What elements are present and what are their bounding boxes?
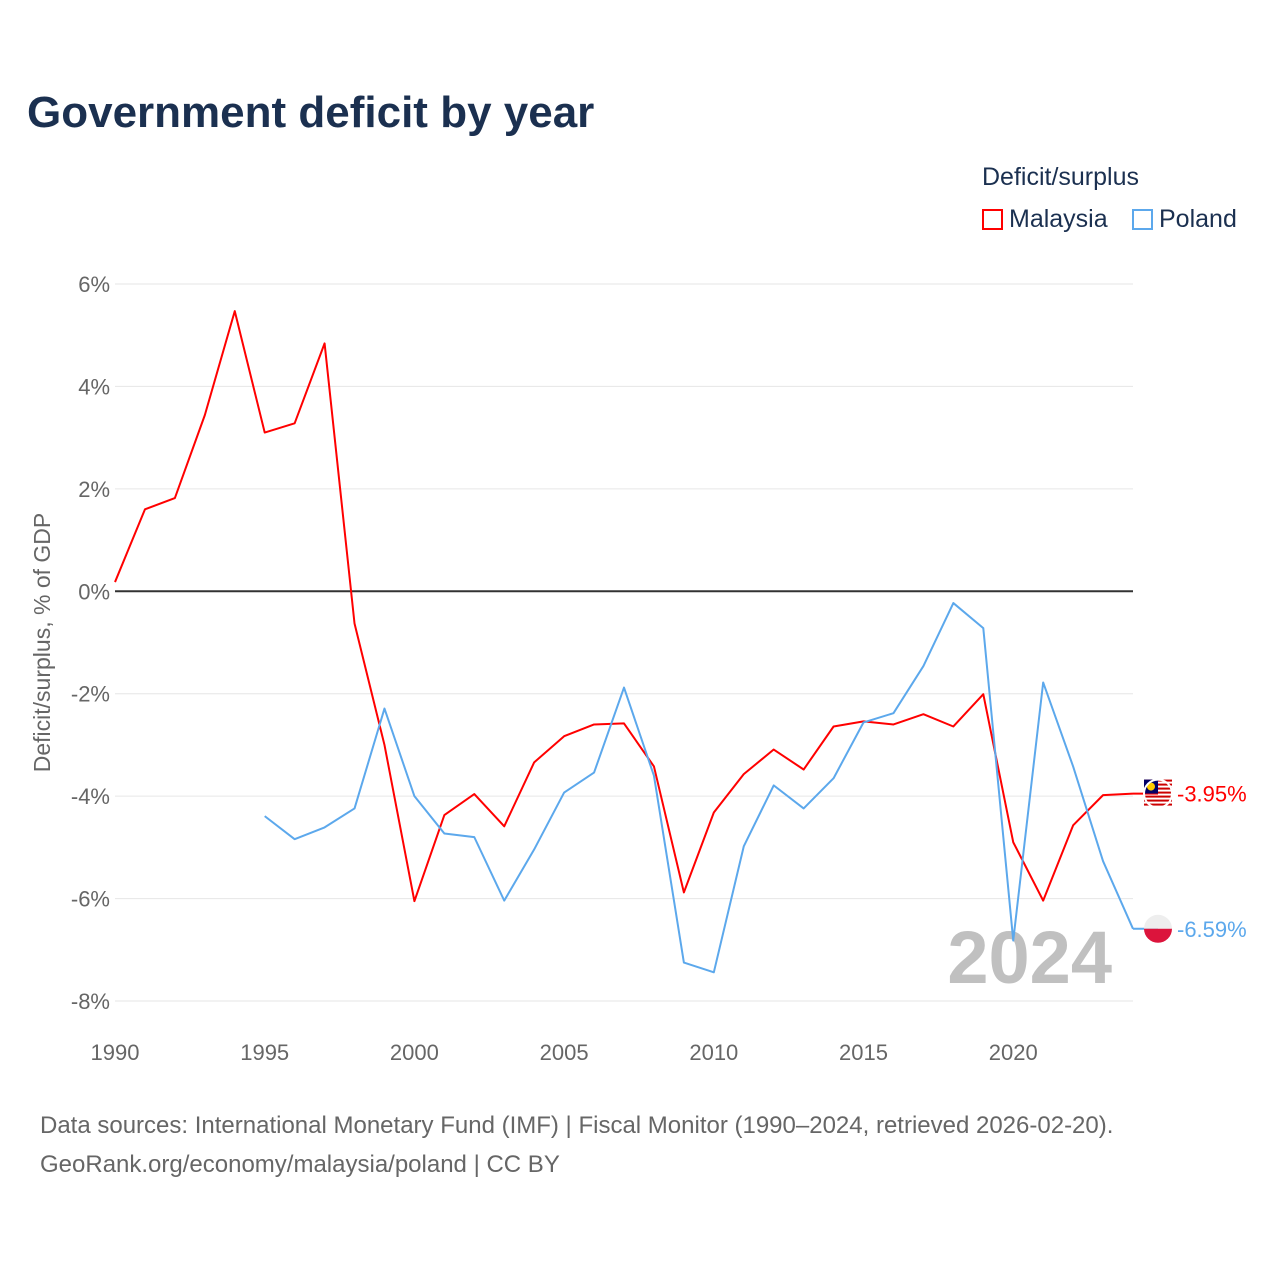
flag-white: [1144, 914, 1172, 929]
poland-flag-icon: [1144, 928, 1172, 943]
legend-swatch-malaysia: [982, 209, 1003, 230]
source-note: Data sources: International Monetary Fun…: [40, 1106, 1113, 1184]
x-tick-label: 1995: [240, 1040, 289, 1065]
year-watermark: 2024: [947, 916, 1112, 999]
y-axis-label: Deficit/surplus, % of GDP: [29, 513, 55, 772]
x-tick-label: 2000: [390, 1040, 439, 1065]
malaysia-flag-icon: [1143, 778, 1173, 809]
legend-item-malaysia[interactable]: Malaysia: [982, 205, 1108, 234]
legend-label: Malaysia: [1009, 205, 1108, 233]
source-link[interactable]: GeoRank.org/economy/malaysia/poland | CC…: [40, 1151, 560, 1178]
flag-stripe: [1144, 795, 1172, 798]
y-tick-label: -2%: [71, 682, 110, 707]
y-tick-label: 4%: [78, 374, 110, 399]
x-tick-label: 2020: [989, 1040, 1038, 1065]
y-tick-label: -4%: [71, 784, 110, 809]
flag-sun: [1147, 782, 1155, 791]
y-tick-label: 6%: [78, 272, 110, 297]
x-tick-label: 2005: [540, 1040, 589, 1065]
source-line: Data sources: International Monetary Fun…: [40, 1112, 1114, 1139]
x-tick-label: 2010: [689, 1040, 738, 1065]
legend-label: Poland: [1159, 205, 1237, 233]
y-tick-label: -6%: [71, 887, 110, 912]
series-line-malaysia: [114, 310, 1134, 903]
flag-stripe: [1144, 799, 1172, 802]
legend-swatch-poland: [1132, 209, 1153, 230]
end-value-label-poland: -6.59%: [1177, 917, 1247, 942]
flag-stripe: [1144, 803, 1172, 806]
series-line-poland: [264, 602, 1134, 974]
y-tick-label: 2%: [78, 477, 110, 502]
x-tick-label: 1990: [91, 1040, 140, 1065]
end-value-label-malaysia: -3.95%: [1177, 782, 1247, 807]
chart-title: Government deficit by year: [27, 88, 595, 137]
legend-title: Deficit/surplus: [982, 163, 1139, 191]
x-tick-label: 2015: [839, 1040, 888, 1065]
legend-item-poland[interactable]: Poland: [1132, 205, 1237, 234]
y-tick-label: -8%: [71, 989, 110, 1014]
y-tick-label: 0%: [78, 579, 110, 604]
